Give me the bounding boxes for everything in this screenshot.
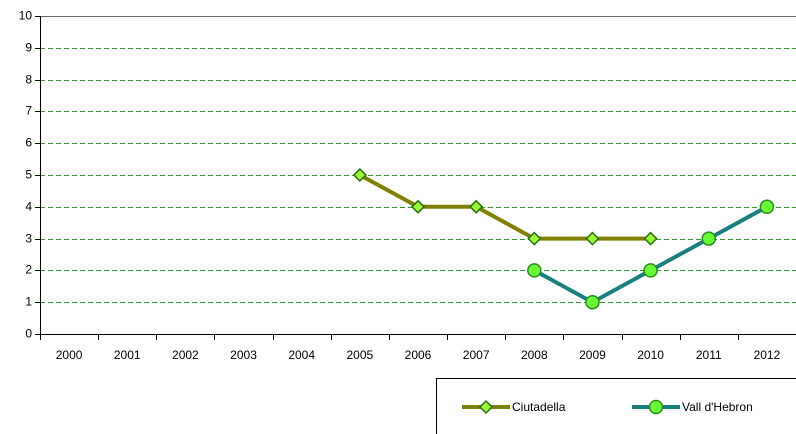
x-tick-label: 2012 [754,348,781,362]
x-tick-label: 2006 [405,348,432,362]
marker [410,199,426,214]
x-tick-label: 2008 [521,348,548,362]
x-tick-label: 2010 [637,348,664,362]
y-tick-label: 5 [25,168,32,182]
marker [478,399,494,415]
y-tick-label: 7 [25,104,32,118]
y-tick-label: 6 [25,136,32,150]
x-tick-label: 2005 [346,348,373,362]
marker [585,231,600,246]
x-tick-label: 2003 [230,348,257,362]
y-tick-label: 1 [25,295,32,309]
marker [648,399,664,415]
marker [352,167,367,183]
marker [643,263,658,278]
marker [585,294,600,310]
legend-label: Ciutadella [512,400,566,414]
y-tick-label: 2 [25,263,32,277]
marker [643,231,658,246]
marker [469,199,484,214]
x-tick-label: 2002 [172,348,199,362]
marker [527,263,542,278]
x-tick-label: 2007 [463,348,490,362]
y-tick-label: 9 [25,41,32,55]
series-line [533,205,768,305]
x-tick-label: 2009 [579,348,606,362]
x-tick-label: 2004 [288,348,315,362]
y-tick-label: 0 [25,327,32,341]
y-tick-label: 8 [25,73,32,87]
y-tick-label: 4 [25,200,32,214]
marker [527,231,542,246]
marker [701,231,717,246]
x-tick-label: 2000 [56,348,83,362]
series-line [358,173,651,241]
legend-label: Vall d'Hebron [682,400,753,414]
x-tick-label: 2001 [114,348,141,362]
y-tick-label: 3 [25,232,32,246]
y-tick-label: 10 [19,9,33,23]
x-tick-label: 2011 [696,348,722,362]
marker [759,199,775,215]
